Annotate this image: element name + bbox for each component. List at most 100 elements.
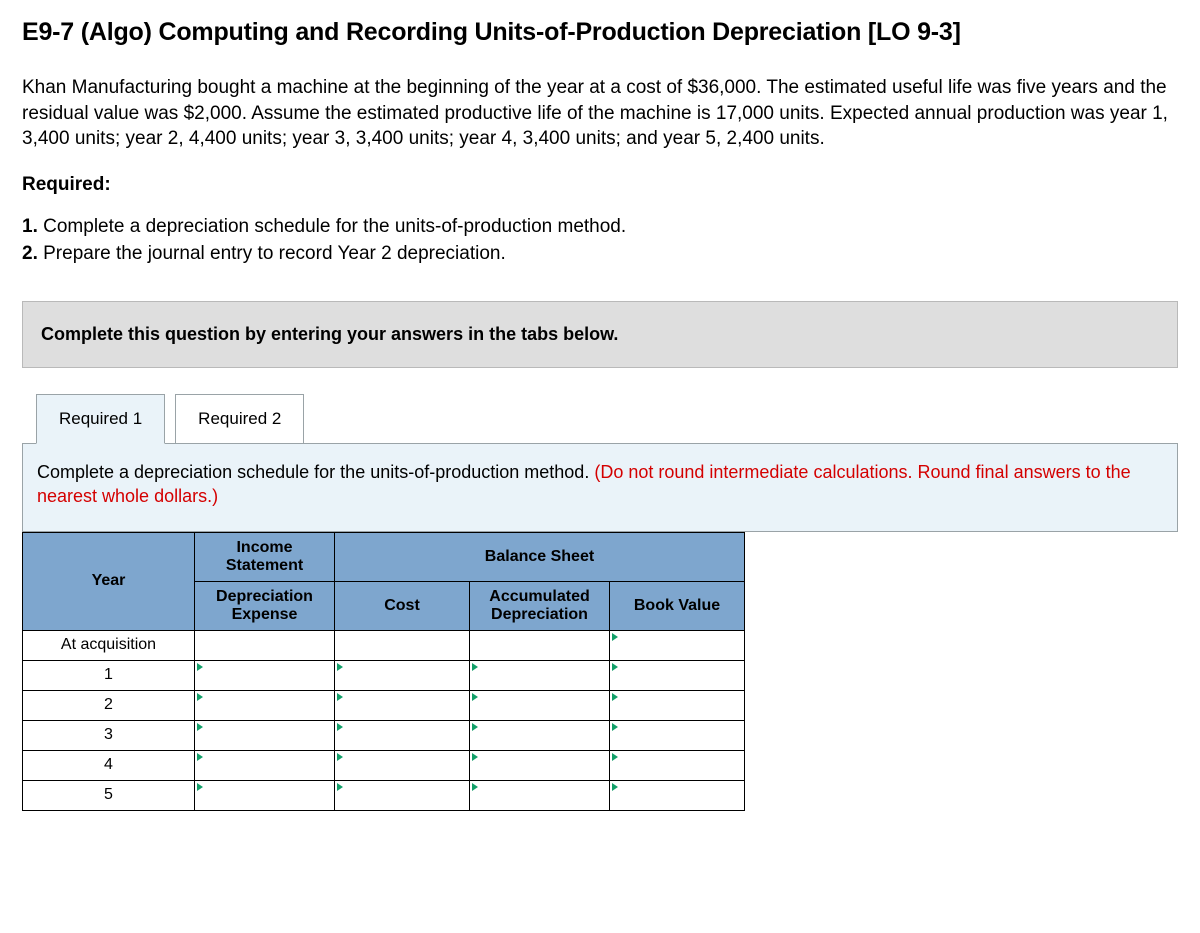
dep-expense-input-cell: [195, 720, 335, 750]
panel-instruction: Complete a depreciation schedule for the…: [37, 462, 594, 482]
tab-bar: Required 1 Required 2: [22, 394, 1178, 444]
cost-input[interactable]: [335, 781, 469, 810]
editable-marker-icon: [337, 693, 343, 701]
requirement-1-text: Complete a depreciation schedule for the…: [38, 216, 626, 237]
table-row: At acquisition: [23, 630, 745, 660]
editable-marker-icon: [472, 723, 478, 731]
tab-required-2[interactable]: Required 2: [175, 394, 304, 444]
cost-input-cell: [335, 630, 470, 660]
table-body: At acquisition12345: [23, 630, 745, 810]
accum-dep-input[interactable]: [470, 661, 609, 690]
instruction-banner: Complete this question by entering your …: [22, 301, 1178, 368]
dep-expense-input[interactable]: [195, 661, 334, 690]
table-row: 2: [23, 690, 745, 720]
dep-expense-input[interactable]: [195, 721, 334, 750]
editable-marker-icon: [472, 693, 478, 701]
dep-expense-input[interactable]: [195, 781, 334, 810]
col-header-dep-expense: DepreciationExpense: [195, 581, 335, 630]
editable-marker-icon: [472, 783, 478, 791]
dep-expense-input[interactable]: [195, 751, 334, 780]
dep-expense-input[interactable]: [195, 631, 334, 660]
depreciation-table: Year IncomeStatement Balance Sheet Depre…: [22, 532, 745, 811]
cost-input[interactable]: [335, 631, 469, 660]
editable-marker-icon: [197, 723, 203, 731]
page-title: E9-7 (Algo) Computing and Recording Unit…: [22, 18, 1178, 47]
book-value-input[interactable]: [610, 781, 744, 810]
editable-marker-icon: [612, 663, 618, 671]
cost-input-cell: [335, 720, 470, 750]
book-value-input-cell: [610, 780, 745, 810]
accum-dep-input-cell: [470, 720, 610, 750]
cost-input-cell: [335, 780, 470, 810]
dep-expense-input-cell: [195, 630, 335, 660]
requirement-2-text: Prepare the journal entry to record Year…: [38, 243, 506, 264]
year-cell: 2: [23, 690, 195, 720]
table-row: 4: [23, 750, 745, 780]
book-value-input-cell: [610, 660, 745, 690]
requirements-list: 1. Complete a depreciation schedule for …: [22, 214, 1178, 267]
book-value-input[interactable]: [610, 721, 744, 750]
cost-input-cell: [335, 660, 470, 690]
cost-input-cell: [335, 750, 470, 780]
editable-marker-icon: [337, 783, 343, 791]
editable-marker-icon: [337, 753, 343, 761]
book-value-input[interactable]: [610, 661, 744, 690]
editable-marker-icon: [612, 783, 618, 791]
year-cell: 1: [23, 660, 195, 690]
cost-input[interactable]: [335, 721, 469, 750]
editable-marker-icon: [337, 663, 343, 671]
accum-dep-input-cell: [470, 660, 610, 690]
accum-dep-input-cell: [470, 780, 610, 810]
accum-dep-input-cell: [470, 750, 610, 780]
year-cell: 5: [23, 780, 195, 810]
editable-marker-icon: [197, 693, 203, 701]
book-value-input[interactable]: [610, 631, 744, 660]
cost-input-cell: [335, 690, 470, 720]
cost-input[interactable]: [335, 691, 469, 720]
book-value-input-cell: [610, 630, 745, 660]
col-header-book-value: Book Value: [610, 581, 745, 630]
editable-marker-icon: [197, 783, 203, 791]
editable-marker-icon: [472, 663, 478, 671]
accum-dep-input-cell: [470, 690, 610, 720]
table-row: 3: [23, 720, 745, 750]
accum-dep-input[interactable]: [470, 631, 609, 660]
dep-expense-input[interactable]: [195, 691, 334, 720]
col-header-balance-sheet: Balance Sheet: [335, 532, 745, 581]
accum-dep-input[interactable]: [470, 691, 609, 720]
year-cell: At acquisition: [23, 630, 195, 660]
editable-marker-icon: [472, 753, 478, 761]
accum-dep-input[interactable]: [470, 751, 609, 780]
dep-expense-input-cell: [195, 660, 335, 690]
cost-input[interactable]: [335, 751, 469, 780]
book-value-input[interactable]: [610, 691, 744, 720]
book-value-input-cell: [610, 720, 745, 750]
editable-marker-icon: [197, 663, 203, 671]
book-value-input-cell: [610, 750, 745, 780]
editable-marker-icon: [612, 633, 618, 641]
col-header-cost: Cost: [335, 581, 470, 630]
editable-marker-icon: [197, 753, 203, 761]
editable-marker-icon: [612, 723, 618, 731]
editable-marker-icon: [612, 693, 618, 701]
editable-marker-icon: [612, 753, 618, 761]
col-header-accum-dep: AccumulatedDepreciation: [470, 581, 610, 630]
table-row: 5: [23, 780, 745, 810]
accum-dep-input-cell: [470, 630, 610, 660]
required-label: Required:: [22, 174, 1178, 196]
accum-dep-input[interactable]: [470, 721, 609, 750]
problem-text: Khan Manufacturing bought a machine at t…: [22, 75, 1177, 152]
dep-expense-input-cell: [195, 780, 335, 810]
requirement-2: 2. Prepare the journal entry to record Y…: [22, 241, 1178, 268]
year-cell: 4: [23, 750, 195, 780]
accum-dep-input[interactable]: [470, 781, 609, 810]
book-value-input[interactable]: [610, 751, 744, 780]
col-header-year: Year: [23, 532, 195, 630]
editable-marker-icon: [337, 723, 343, 731]
requirement-2-num: 2.: [22, 243, 38, 264]
dep-expense-input-cell: [195, 750, 335, 780]
col-header-income-statement: IncomeStatement: [195, 532, 335, 581]
year-cell: 3: [23, 720, 195, 750]
tab-required-1[interactable]: Required 1: [36, 394, 165, 444]
cost-input[interactable]: [335, 661, 469, 690]
